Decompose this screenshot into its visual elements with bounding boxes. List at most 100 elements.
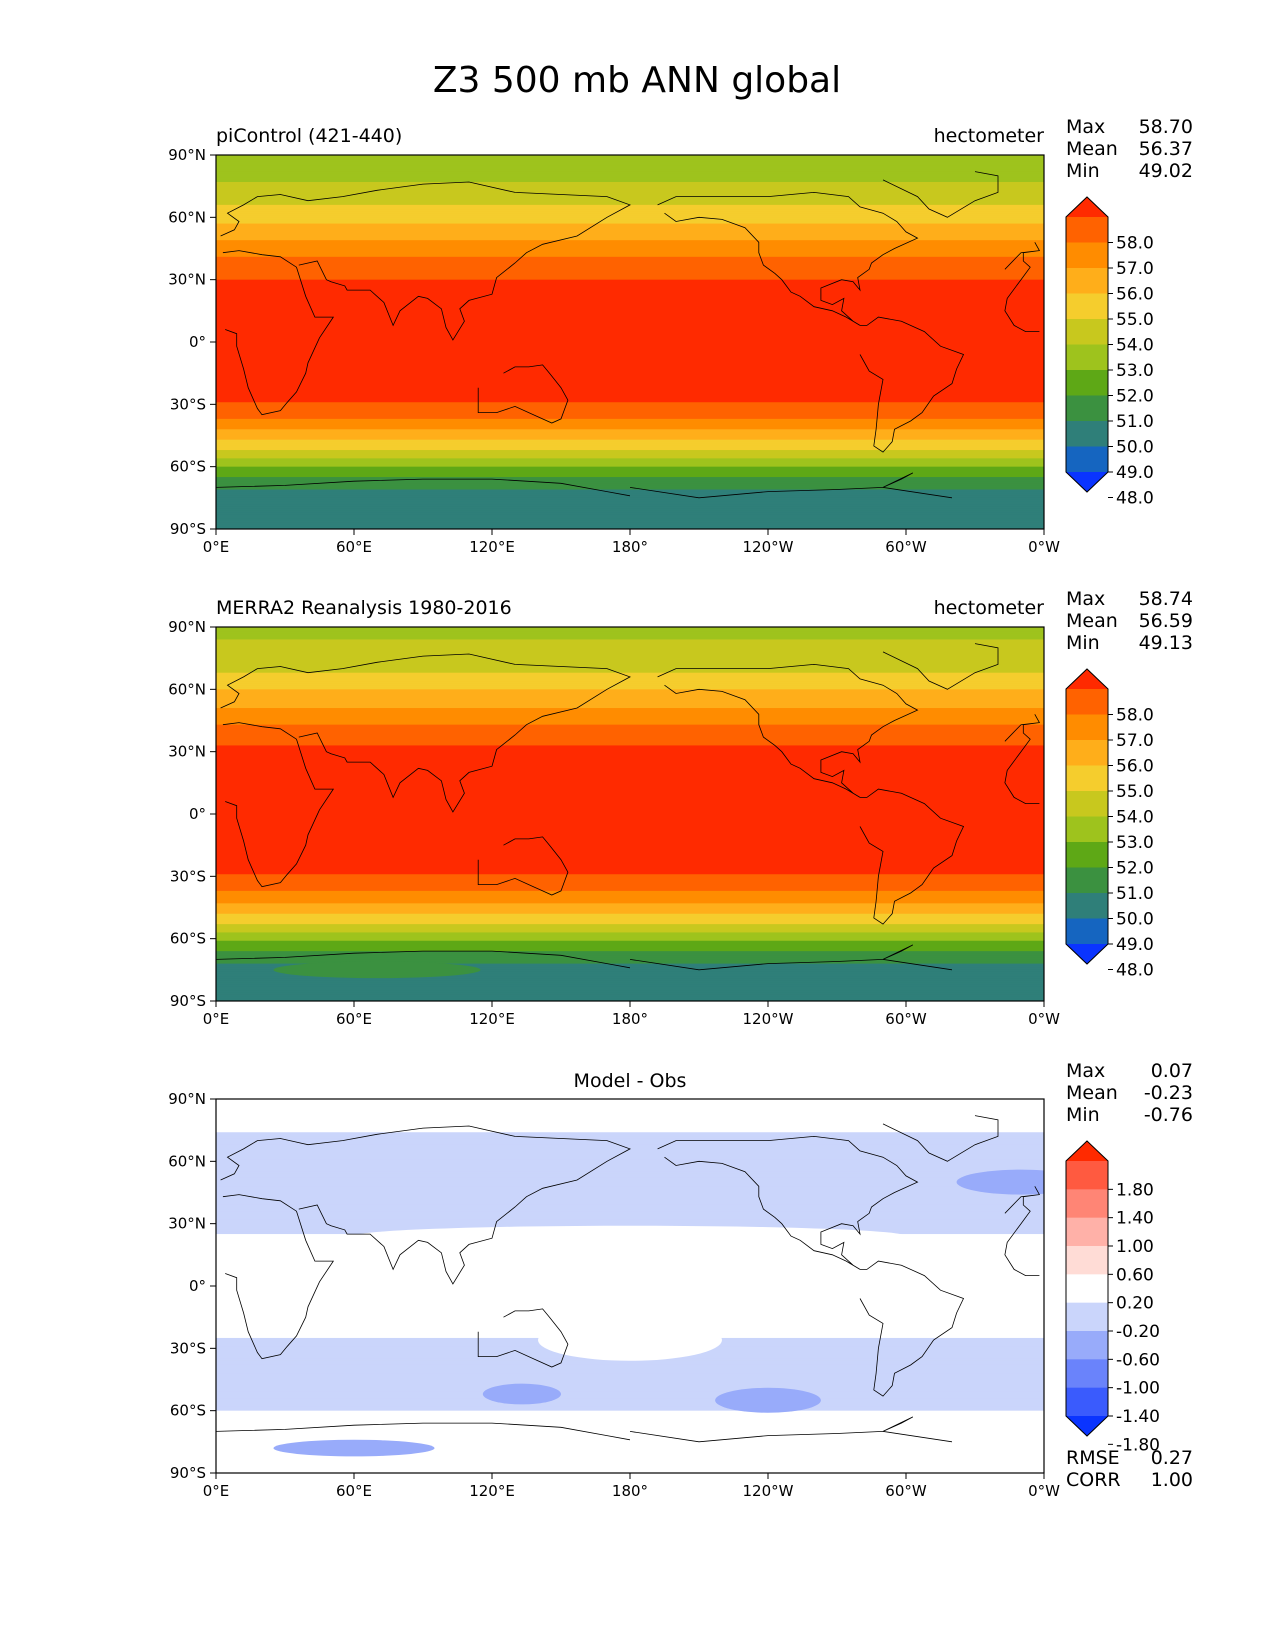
- field-band: [216, 664, 1044, 668]
- field-band: [216, 730, 1044, 734]
- colorbar-extend-min: [1066, 944, 1108, 964]
- field-band: [216, 1267, 1044, 1270]
- field-band: [216, 231, 1044, 235]
- field-band: [216, 173, 1044, 177]
- stat-value: 0.07: [1151, 1060, 1193, 1082]
- field-band: [216, 949, 1044, 952]
- coastlines: [216, 171, 1041, 499]
- field-band: [216, 225, 1044, 229]
- field-band: [216, 672, 1044, 676]
- field-band: [216, 990, 1044, 994]
- field-band: [216, 1109, 1044, 1113]
- field-band: [216, 1101, 1044, 1104]
- y-tick-label: 0°: [189, 333, 206, 351]
- x-tick-label: 120°E: [469, 1010, 515, 1028]
- field-band: [216, 1364, 1044, 1368]
- field-band: [216, 389, 1044, 393]
- field-band: [216, 296, 1044, 299]
- field-band: [216, 267, 1044, 270]
- field-band: [216, 1367, 1044, 1370]
- field-band: [216, 708, 1044, 711]
- field-band: [216, 1439, 1044, 1443]
- field-band: [216, 774, 1044, 778]
- field-band: [216, 1433, 1044, 1437]
- colorbar-tick-label: 48.0: [1116, 489, 1154, 509]
- field-band: [216, 273, 1044, 277]
- field-band: [216, 454, 1044, 457]
- field-band: [216, 410, 1044, 414]
- field-band: [216, 984, 1044, 988]
- field-band: [216, 379, 1044, 383]
- field-band: [216, 1111, 1044, 1115]
- field-band: [216, 1437, 1044, 1441]
- coastline: [657, 1135, 919, 1270]
- field-band: [216, 221, 1044, 225]
- field-band: [216, 1425, 1044, 1428]
- field-band: [216, 1418, 1044, 1422]
- field-band: [216, 1464, 1044, 1468]
- colorbar-segment: [1066, 893, 1108, 919]
- field-band: [216, 1246, 1044, 1250]
- field-band: [216, 699, 1044, 703]
- field-band: [216, 321, 1044, 324]
- field-band: [216, 209, 1044, 212]
- field-band: [216, 400, 1044, 403]
- y-tick-label: 0°: [189, 1277, 206, 1295]
- field-band: [216, 695, 1044, 699]
- field-band: [216, 171, 1044, 175]
- field-band: [216, 818, 1044, 821]
- field-band: [216, 1223, 1044, 1227]
- field-band: [216, 358, 1044, 362]
- field-band: [216, 874, 1044, 877]
- colorbar-segment: [1066, 816, 1108, 843]
- field-band: [216, 317, 1044, 320]
- field-band: [216, 1099, 1044, 1102]
- colorbar-segment: [1066, 242, 1108, 269]
- field-band: [216, 182, 1044, 185]
- x-tick-label: 60°E: [336, 1482, 372, 1500]
- field-band: [216, 1381, 1044, 1385]
- field-band: [216, 855, 1044, 859]
- field-band: [216, 863, 1044, 867]
- field-band: [216, 1263, 1044, 1266]
- field-band: [216, 292, 1044, 295]
- field-band: [216, 1150, 1044, 1154]
- field-band: [216, 260, 1044, 264]
- field-band: [216, 159, 1044, 162]
- field-band: [216, 828, 1044, 832]
- field-band: [216, 645, 1044, 649]
- field-band: [216, 335, 1044, 339]
- field-band: [216, 1302, 1044, 1306]
- field-band: [216, 1121, 1044, 1125]
- field-band: [216, 710, 1044, 713]
- field-band: [216, 857, 1044, 861]
- map-field: [216, 627, 1044, 1001]
- colorbar-segment: [1066, 1161, 1108, 1190]
- field-band: [216, 381, 1044, 385]
- y-tick-label: 90°S: [170, 520, 206, 538]
- field-band: [216, 951, 1044, 954]
- field-band: [216, 722, 1044, 726]
- field-band: [216, 687, 1044, 690]
- field-band: [216, 1107, 1044, 1110]
- coastline: [859, 788, 965, 925]
- field-band: [216, 1269, 1044, 1273]
- field-band: [216, 1192, 1044, 1196]
- field-band: [216, 882, 1044, 886]
- field-band: [216, 784, 1044, 788]
- field-band: [216, 809, 1044, 813]
- field-band: [216, 1105, 1044, 1108]
- field-band: [216, 310, 1044, 314]
- x-tick-label: 120°E: [469, 1482, 515, 1500]
- field-band: [216, 786, 1044, 790]
- field-band: [216, 501, 1044, 505]
- field-band: [216, 768, 1044, 771]
- coastline: [220, 653, 1041, 888]
- field-band: [216, 627, 1044, 630]
- x-tick-label: 180°: [612, 1010, 648, 1028]
- field-band: [216, 1113, 1044, 1117]
- field-band: [216, 219, 1044, 223]
- field-band: [216, 236, 1044, 239]
- x-tick-label: 60°W: [885, 1482, 927, 1500]
- field-band: [216, 198, 1044, 202]
